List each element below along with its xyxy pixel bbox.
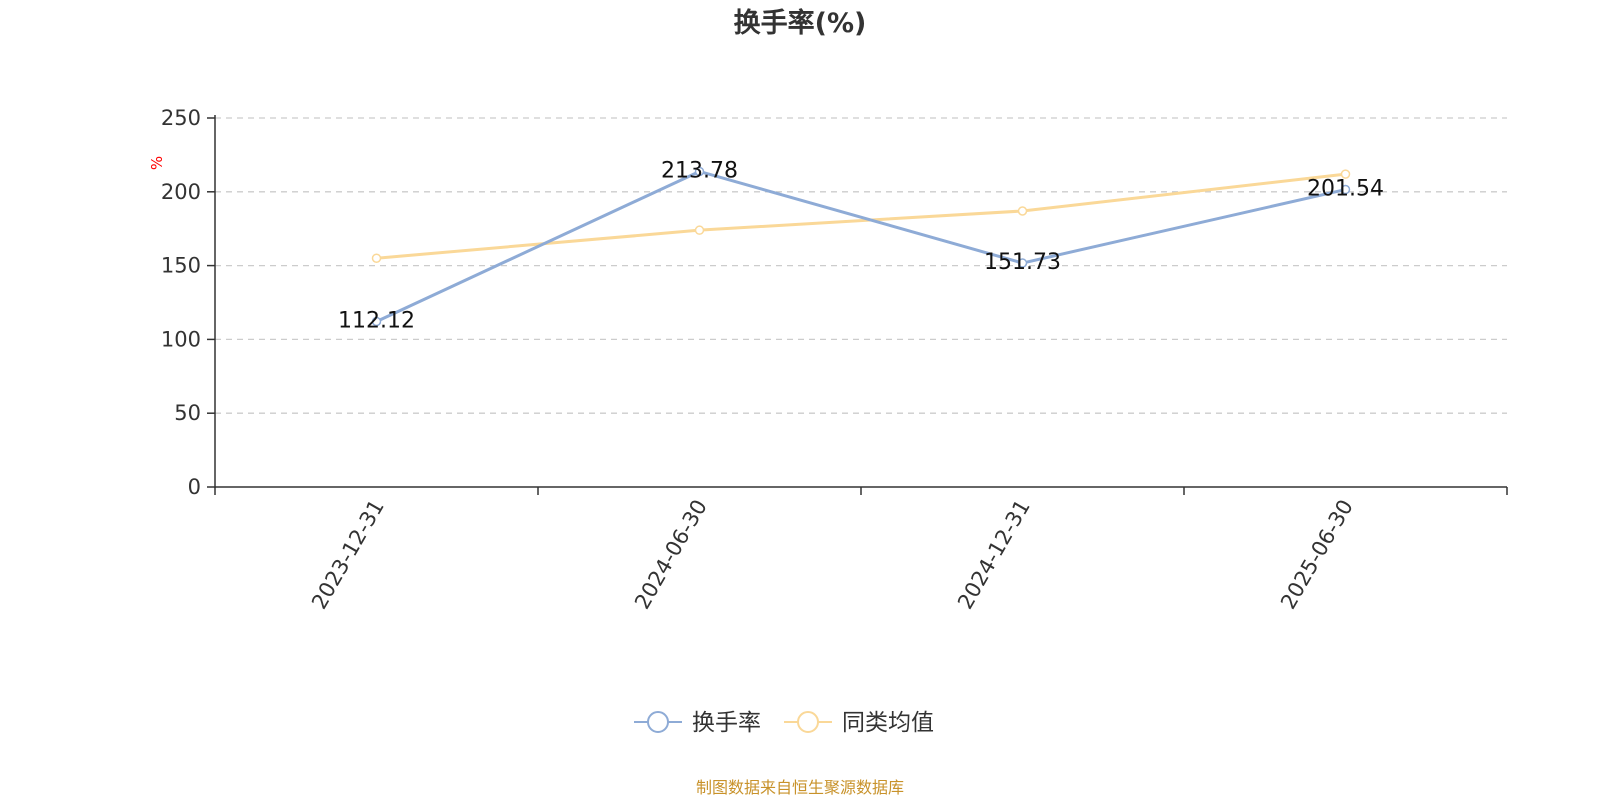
series-line — [375, 169, 1346, 323]
data-point — [694, 166, 705, 177]
axes: 0 50 100 150 200 250 2023-12-31 2024-06-30 2024-… — [161, 106, 1508, 614]
source-note: 制图数据来自恒生聚源数据库 — [696, 778, 904, 797]
x-tick-label: 2024-06-30 — [630, 496, 712, 614]
y-tick-label: 150 — [161, 254, 201, 278]
data-point — [1017, 206, 1028, 216]
y-tick-label: 100 — [161, 327, 201, 351]
legend-marker-icon — [647, 711, 669, 733]
series-lines — [371, 166, 1351, 327]
data-point — [1017, 258, 1028, 268]
data-point — [371, 253, 382, 263]
legend-label: 同类均值 — [842, 710, 934, 736]
data-point — [1340, 184, 1351, 195]
data-label: 201.54 — [1307, 177, 1384, 202]
x-tick-label: 2023-12-31 — [307, 496, 389, 614]
y-tick-label: 200 — [161, 180, 201, 204]
data-label: 151.73 — [984, 250, 1061, 275]
y-tick-label: 250 — [161, 106, 201, 130]
legend-label: 换手率 — [692, 710, 761, 736]
legend-marker-icon — [797, 711, 819, 733]
chart-title: 换手率(%) — [734, 7, 867, 39]
legend: 换手率 同类均值 — [634, 710, 934, 736]
x-tick-label: 2025-06-30 — [1276, 496, 1358, 614]
gridlines — [215, 117, 1507, 414]
series-1 — [371, 169, 1351, 263]
data-label: 213.78 — [661, 158, 738, 183]
series-0 — [371, 166, 1351, 327]
data-label: 112.12 — [338, 309, 415, 334]
data-point — [1340, 169, 1351, 179]
y-tick-label: 0 — [188, 475, 201, 499]
x-tick-label: 2024-12-31 — [953, 496, 1035, 614]
legend-item-1: 同类均值 — [784, 710, 934, 736]
data-labels: 112.12 213.78 151.73 201.54 — [338, 158, 1384, 333]
legend-item-0: 换手率 — [634, 710, 761, 736]
y-axis-unit-label: % — [148, 156, 166, 170]
data-point — [694, 225, 705, 235]
y-tick-label: 50 — [174, 401, 201, 425]
series-line — [376, 172, 1346, 260]
data-point — [371, 316, 382, 327]
